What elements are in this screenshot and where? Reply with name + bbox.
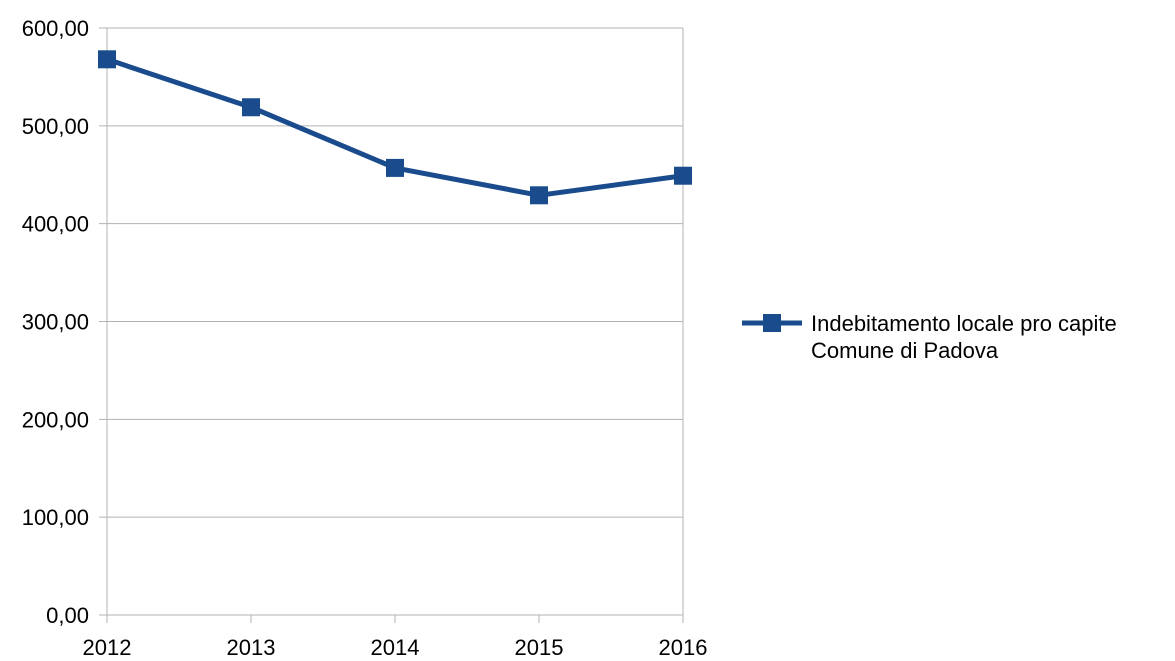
y-tick-labels: 0,00 100,00 200,00 300,00 400,00 500,00 600,00	[22, 16, 89, 628]
data-point-marker	[242, 98, 260, 117]
x-tick-label: 2013	[227, 635, 276, 660]
x-tick-label: 2014	[371, 635, 420, 660]
series	[98, 50, 692, 205]
y-tick-label: 0,00	[46, 603, 89, 628]
y-tick-label: 100,00	[22, 505, 89, 530]
legend-label: Indebitamento locale pro capite	[811, 311, 1117, 336]
data-point-marker	[386, 158, 404, 177]
data-point-marker	[674, 166, 692, 185]
x-tick-labels: 2012 2013 2014 2015 2016	[83, 635, 708, 660]
grid-lines	[99, 27, 683, 616]
y-tick-label: 200,00	[22, 407, 89, 432]
y-tick-label: 300,00	[22, 310, 89, 335]
legend-label: Comune di Padova	[811, 338, 999, 363]
x-tick-label: 2012	[83, 635, 132, 660]
y-tick-label: 500,00	[22, 114, 89, 139]
y-tick-label: 600,00	[22, 16, 89, 41]
axes	[106, 28, 684, 623]
data-point-marker	[98, 50, 116, 69]
x-tick-label: 2015	[515, 635, 564, 660]
x-tick-label: 2016	[659, 635, 708, 660]
legend-marker-swatch	[763, 314, 781, 332]
data-point-marker	[530, 186, 548, 205]
y-tick-label: 400,00	[22, 212, 89, 237]
